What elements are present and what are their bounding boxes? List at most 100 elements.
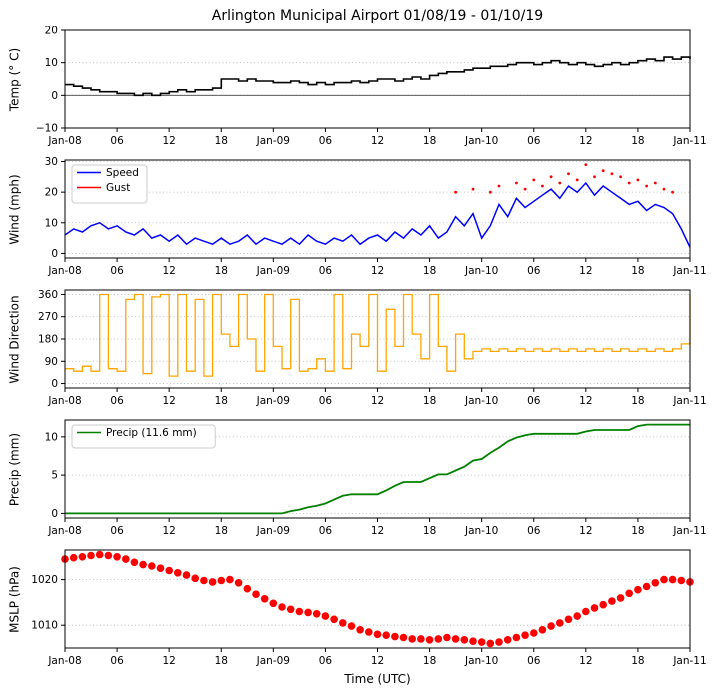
figure-title: Arlington Municipal Airport 01/08/19 - 0…: [211, 8, 544, 24]
x-ticks: Jan-08 06 12 18 Jan-09 06 12 18 Jan-10 06 12 18 Jan-…: [47, 388, 707, 407]
svg-text:18: 18: [631, 135, 644, 147]
svg-text:Jan-11: Jan-11: [672, 395, 706, 407]
y-ticks: −10 0 10 20: [36, 26, 65, 135]
series-direction: [65, 293, 691, 377]
y-ticks: 0 5 10: [45, 431, 65, 520]
svg-text:Jan-10: Jan-10: [464, 655, 498, 667]
x-ticks: Jan-08 06 12 18 Jan-09 06 12 18 Jan-10 06 12 18 Jan-…: [47, 648, 707, 667]
svg-text:06: 06: [110, 525, 124, 537]
svg-text:1010: 1010: [31, 620, 58, 632]
svg-text:Jan-10: Jan-10: [464, 265, 498, 277]
legend: Precip (11.6 mm): [71, 424, 216, 449]
subplot-precip: Precip (mm) 0 5 10 Jan-08 06 12 18 Jan-09 06 12 18…: [0, 416, 719, 546]
svg-text:10: 10: [45, 57, 58, 69]
svg-text:Jan-08: Jan-08: [47, 525, 81, 537]
gridlines: [65, 436, 690, 514]
svg-text:06: 06: [110, 395, 124, 407]
x-ticks: Jan-08 06 12 18 Jan-09 06 12 18 Jan-10 06 12 18 Jan-…: [47, 258, 707, 277]
x-ticks: Jan-08 06 12 18 Jan-09 06 12 18 Jan-10 06 12 18 Jan-…: [47, 128, 707, 147]
svg-text:18: 18: [215, 135, 228, 147]
svg-text:18: 18: [423, 395, 436, 407]
svg-text:18: 18: [215, 265, 228, 277]
svg-text:12: 12: [579, 135, 592, 147]
svg-text:30: 30: [45, 156, 58, 168]
axes-frame: [64, 159, 691, 259]
subplot-wind: Wind (mph) 0 10 20 30 Jan-08 06 12 18 Jan-09 06 12…: [0, 156, 719, 286]
svg-text:10: 10: [45, 431, 58, 443]
svg-text:Jan-11: Jan-11: [672, 655, 706, 667]
svg-text:Jan-10: Jan-10: [464, 525, 498, 537]
series-mslp: [61, 550, 694, 648]
svg-text:06: 06: [319, 135, 333, 147]
x-ticks: Jan-08 06 12 18 Jan-09 06 12 18 Jan-10 06 12 18 Jan-…: [47, 518, 707, 537]
svg-text:Jan-09: Jan-09: [256, 525, 290, 537]
series-precip-11-6-mm: [65, 423, 690, 515]
svg-text:06: 06: [110, 265, 124, 277]
svg-text:0: 0: [51, 508, 58, 520]
svg-text:Jan-08: Jan-08: [47, 655, 81, 667]
svg-text:10: 10: [45, 217, 58, 229]
svg-text:Precip (11.6 mm): Precip (11.6 mm): [106, 427, 197, 439]
svg-text:12: 12: [162, 525, 175, 537]
svg-text:0: 0: [51, 248, 58, 260]
svg-text:12: 12: [371, 395, 384, 407]
svg-text:Jan-11: Jan-11: [672, 525, 706, 537]
svg-text:12: 12: [371, 525, 384, 537]
precip-chart: 0 5 10 Jan-08 06 12 18 Jan-09 06 12 18 Jan-10 06 12 18…: [45, 419, 707, 537]
subplot-mslp: MSLP (hPa) 1010 1020 Jan-08 06 12 18 Jan-09 06 1…: [0, 546, 719, 676]
svg-text:0: 0: [51, 90, 58, 102]
svg-text:360: 360: [38, 289, 58, 301]
y-ticks: 0 90 180 270 360: [38, 289, 65, 390]
svg-text:Jan-08: Jan-08: [47, 265, 81, 277]
svg-text:Jan-08: Jan-08: [47, 135, 81, 147]
svg-text:06: 06: [319, 395, 333, 407]
svg-text:18: 18: [631, 525, 644, 537]
svg-text:18: 18: [215, 655, 228, 667]
svg-text:06: 06: [319, 265, 333, 277]
svg-text:12: 12: [579, 525, 592, 537]
y-ticks: 0 10 20 30: [45, 156, 65, 260]
svg-text:12: 12: [579, 395, 592, 407]
svg-text:18: 18: [423, 655, 436, 667]
svg-text:12: 12: [579, 655, 592, 667]
mslp-chart: 1010 1020 Jan-08 06 12 18 Jan-09 06 12 18 Jan-10 06…: [31, 549, 707, 667]
svg-text:18: 18: [423, 525, 436, 537]
svg-text:0: 0: [51, 378, 58, 390]
svg-text:06: 06: [527, 135, 541, 147]
gridlines: [65, 161, 690, 254]
svg-text:18: 18: [631, 395, 644, 407]
svg-text:18: 18: [423, 265, 436, 277]
svg-text:Jan-11: Jan-11: [672, 265, 706, 277]
svg-text:180: 180: [38, 334, 58, 346]
svg-text:12: 12: [371, 655, 384, 667]
svg-text:12: 12: [162, 395, 175, 407]
series-gust: [454, 163, 674, 194]
svg-text:−10: −10: [36, 123, 58, 135]
svg-text:1020: 1020: [31, 574, 58, 586]
svg-text:20: 20: [45, 26, 58, 37]
svg-text:06: 06: [527, 395, 541, 407]
svg-text:06: 06: [527, 525, 541, 537]
svg-text:Jan-09: Jan-09: [256, 395, 290, 407]
y-ticks: 1010 1020: [31, 574, 65, 632]
legend: Speed Gust: [71, 164, 148, 204]
svg-text:18: 18: [215, 525, 228, 537]
series-temp: [65, 56, 691, 97]
svg-text:Jan-09: Jan-09: [256, 655, 290, 667]
subplot-temp: Temp (° C) −10 0 10 20 Jan-08 06 12 18 Jan-09 06 1…: [0, 26, 719, 156]
series-speed: [64, 181, 691, 248]
gridlines: [65, 579, 690, 626]
svg-text:18: 18: [423, 135, 436, 147]
svg-text:90: 90: [45, 356, 58, 368]
svg-text:06: 06: [110, 135, 124, 147]
svg-text:12: 12: [162, 135, 175, 147]
subplot-wind-direction: Wind Direction 0 90 180 270 360 Jan-08 06 12 18 J…: [0, 286, 719, 416]
svg-text:Jan-09: Jan-09: [256, 135, 290, 147]
svg-text:18: 18: [631, 265, 644, 277]
svg-text:06: 06: [319, 525, 333, 537]
svg-text:12: 12: [579, 265, 592, 277]
svg-text:Jan-10: Jan-10: [464, 135, 498, 147]
svg-text:Jan-09: Jan-09: [256, 265, 290, 277]
